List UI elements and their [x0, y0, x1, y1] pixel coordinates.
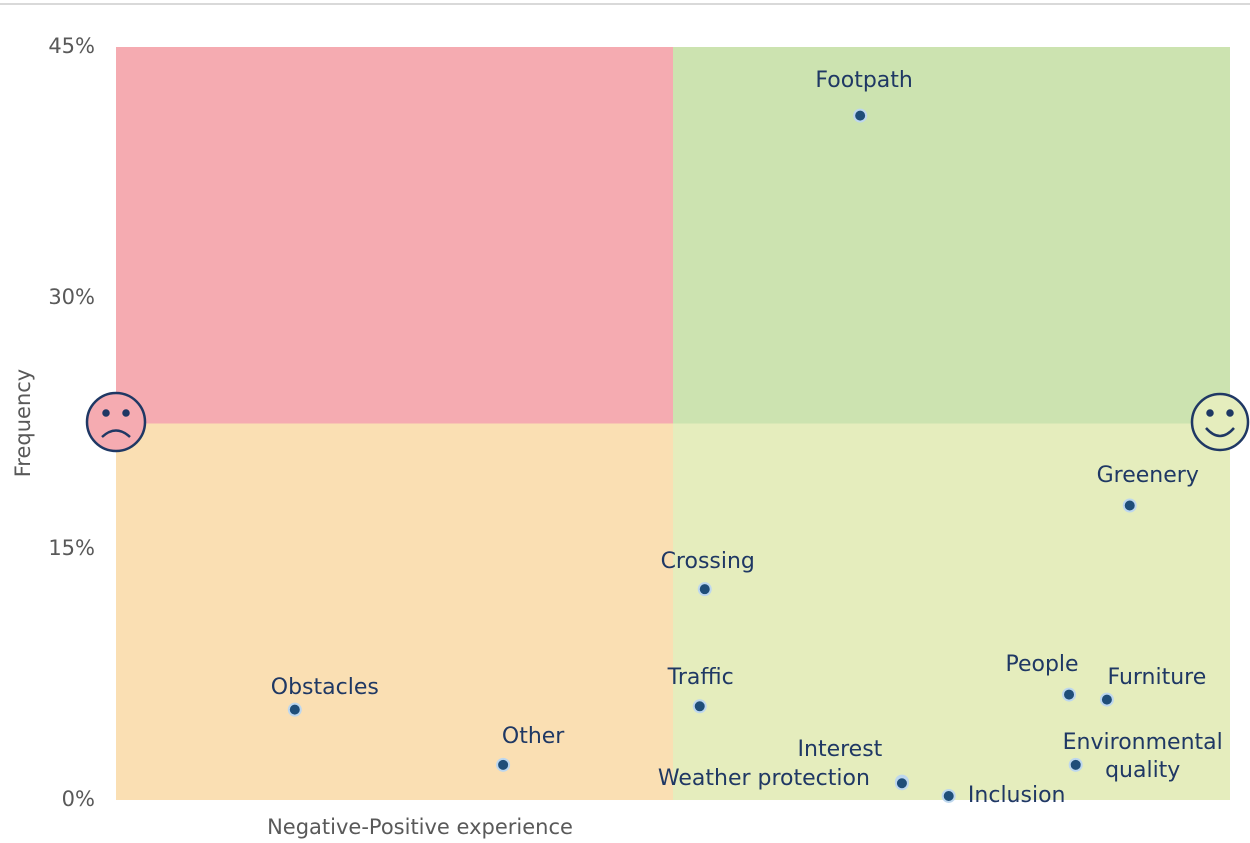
y-tick-label: 30% — [48, 285, 95, 309]
point-label: Traffic — [667, 665, 734, 691]
y-tick-label: 45% — [48, 34, 95, 58]
point-label: Crossing — [660, 549, 755, 575]
happy-face — [1190, 392, 1250, 452]
point-label-box: Crossing — [660, 549, 755, 575]
point-label-box: Environmental quality — [1062, 729, 1223, 783]
point-label: Environmental quality — [1062, 729, 1223, 783]
point-label-box: Inclusion — [967, 782, 1066, 808]
point-label-box: Weather protection — [657, 766, 870, 792]
point-label-box: Traffic — [667, 665, 734, 691]
quadrant — [673, 47, 1230, 424]
point-label-box: People — [1005, 651, 1079, 677]
point-label: People — [1005, 651, 1079, 677]
point-label-box: Greenery — [1096, 463, 1199, 489]
y-tick-label: 15% — [48, 536, 95, 560]
data-point — [1062, 687, 1077, 702]
data-point — [697, 582, 712, 597]
data-point — [1099, 692, 1114, 707]
point-label-box: Other — [501, 723, 565, 749]
data-point — [894, 776, 909, 791]
point-label: Obstacles — [270, 674, 379, 700]
point-label: Greenery — [1096, 463, 1199, 489]
quadrant — [116, 47, 673, 424]
point-label: Interest — [797, 736, 883, 762]
quadrant — [116, 423, 673, 800]
point-label-box: Obstacles — [270, 674, 379, 700]
y-axis-title: Frequency — [11, 369, 35, 478]
y-tick-label: 0% — [62, 787, 95, 811]
data-point — [287, 702, 302, 717]
data-point — [496, 757, 511, 772]
point-label: Inclusion — [967, 782, 1066, 808]
data-point — [941, 788, 956, 803]
point-label: Other — [501, 723, 565, 749]
point-label: Footpath — [815, 67, 913, 93]
x-axis-title: Negative-Positive experience — [267, 815, 573, 839]
point-label-box: Footpath — [815, 67, 913, 93]
data-point — [853, 108, 868, 123]
point-label-box: Furniture — [1107, 664, 1207, 690]
point-label-box: Interest — [797, 736, 883, 762]
data-point — [692, 699, 707, 714]
quadrant — [673, 423, 1230, 800]
sad-face — [85, 391, 147, 453]
point-label: Furniture — [1107, 664, 1207, 690]
data-point — [1122, 498, 1137, 513]
point-label: Weather protection — [657, 766, 870, 792]
data-point — [1068, 757, 1083, 772]
